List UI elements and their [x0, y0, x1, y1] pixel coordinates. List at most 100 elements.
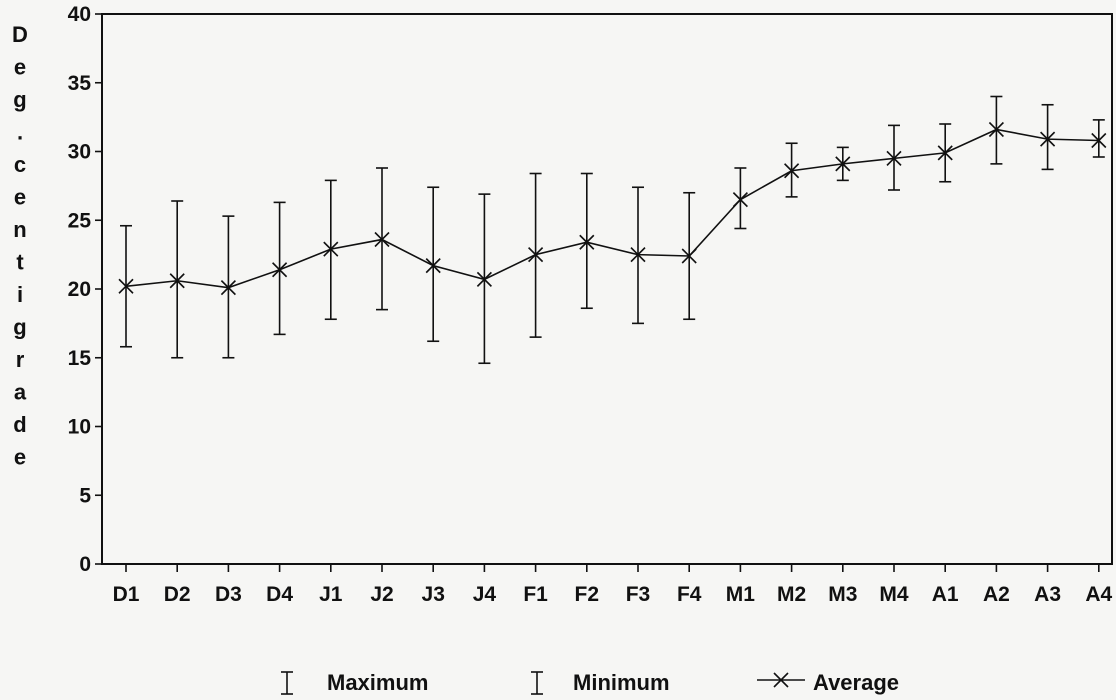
x-tick-label: M3: [828, 583, 857, 606]
average-point: [374, 231, 390, 248]
legend-item-maximum: Maximum: [281, 670, 428, 695]
x-tick-label: J3: [422, 583, 445, 606]
x-marker: [579, 234, 595, 250]
average-line: [125, 128, 1099, 289]
x-tick-label: A1: [932, 583, 959, 606]
x-marker: [784, 163, 800, 179]
x-tick-label: A2: [983, 583, 1010, 606]
average-point: [528, 247, 544, 263]
x-marker: [425, 258, 441, 274]
average-point: [630, 247, 646, 263]
x-tick-label: F3: [626, 583, 651, 606]
plot-frame: [101, 13, 1113, 565]
x-tick-label: D1: [113, 583, 140, 606]
y-axis-label-char: d: [13, 412, 26, 437]
x-tick-label: J4: [473, 583, 497, 606]
error-bars: [120, 95, 1105, 365]
y-axis-label-char: g: [13, 315, 26, 340]
y-tick-label: 35: [68, 72, 92, 95]
x-marker: [476, 271, 492, 287]
x-tick-label: J1: [319, 583, 343, 606]
average-point: [272, 262, 288, 278]
y-tick-label: 10: [68, 416, 91, 439]
x-marker: [732, 192, 748, 208]
legend-label-minimum: Minimum: [573, 670, 670, 695]
average-point: [988, 121, 1004, 138]
x-marker: [630, 247, 646, 263]
average-point: [323, 241, 339, 257]
y-axis-label-char: g: [13, 87, 26, 112]
y-axis-label-char: D: [12, 22, 28, 47]
y-axis-label-char: c: [14, 152, 26, 177]
average-point: [169, 273, 185, 289]
x-tick-label: D4: [266, 583, 293, 606]
average-point: [784, 163, 800, 179]
y-tick-label: 30: [68, 141, 91, 164]
x-marker: [988, 121, 1004, 138]
x-marker: [528, 247, 544, 263]
x-axis: D1 D2 D3 D4 J1 J2 J3 J4 F1 F2 F3 F4 M1 M2 M3 M4 A1 A2 A3 A4: [113, 564, 1113, 606]
x-tick-label: D3: [215, 583, 242, 606]
average-point: [937, 145, 953, 161]
i-beam-icon: [531, 671, 543, 695]
x-tick-label: D2: [164, 583, 191, 606]
legend-label-average: Average: [813, 670, 899, 695]
y-axis-label-char: n: [13, 217, 26, 242]
x-tick-label: F2: [575, 583, 600, 606]
y-axis-label-char: e: [14, 55, 26, 80]
x-tick-label: M4: [879, 583, 908, 606]
average-point: [220, 280, 236, 296]
average-point: [1091, 132, 1107, 149]
x-tick-label: A4: [1085, 583, 1112, 606]
x-marker: [169, 273, 185, 289]
x-tick-label: J2: [370, 583, 393, 606]
average-point: [579, 234, 595, 250]
x-tick-label: A3: [1034, 583, 1061, 606]
x-marker: [681, 248, 697, 264]
x-marker: [937, 145, 953, 161]
x-marker: [835, 156, 851, 172]
y-axis-label-char: r: [16, 347, 25, 372]
legend-label-maximum: Maximum: [327, 670, 428, 695]
y-tick-label: 15: [68, 347, 92, 370]
y-axis-label-char: i: [17, 282, 23, 307]
average-point: [681, 248, 697, 264]
y-axis-label-char: t: [16, 250, 24, 275]
y-axis-label-char: e: [14, 445, 26, 470]
legend-item-average: Average: [757, 670, 899, 695]
y-tick-label: 0: [79, 553, 91, 576]
y-tick-label: 20: [68, 278, 91, 301]
x-tick-label: M1: [726, 583, 755, 606]
average-point: [118, 278, 134, 294]
x-marker: [323, 241, 339, 257]
x-marker: [220, 280, 236, 296]
x-marker: [886, 150, 902, 166]
x-tick-label: M2: [777, 583, 806, 606]
y-axis-label-char: a: [14, 380, 27, 405]
plot-border: [101, 13, 1113, 565]
average-point: [1040, 131, 1056, 147]
average-point: [886, 150, 902, 166]
average-point: [732, 192, 748, 208]
y-tick-label: 5: [79, 484, 91, 507]
x-tick-label: F4: [677, 583, 702, 606]
legend: Maximum Minimum Average: [281, 670, 899, 695]
average-point: [476, 271, 492, 287]
x-marker: [374, 231, 390, 248]
x-marker-line-icon: [757, 672, 805, 688]
y-axis-label-char: e: [14, 185, 26, 210]
x-marker: [1040, 131, 1056, 147]
average-point: [835, 156, 851, 172]
legend-item-minimum: Minimum: [531, 670, 670, 695]
x-marker: [1091, 132, 1107, 149]
x-tick-label: F1: [523, 583, 548, 606]
average-point: [425, 258, 441, 274]
x-marker: [272, 262, 288, 278]
y-axis-label-char: .: [17, 120, 23, 145]
i-beam-icon: [281, 671, 293, 695]
y-tick-label: 40: [68, 3, 91, 26]
x-marker: [118, 278, 134, 294]
y-axis: 0 5 10 15 20 25 30 35 40: [68, 3, 102, 576]
